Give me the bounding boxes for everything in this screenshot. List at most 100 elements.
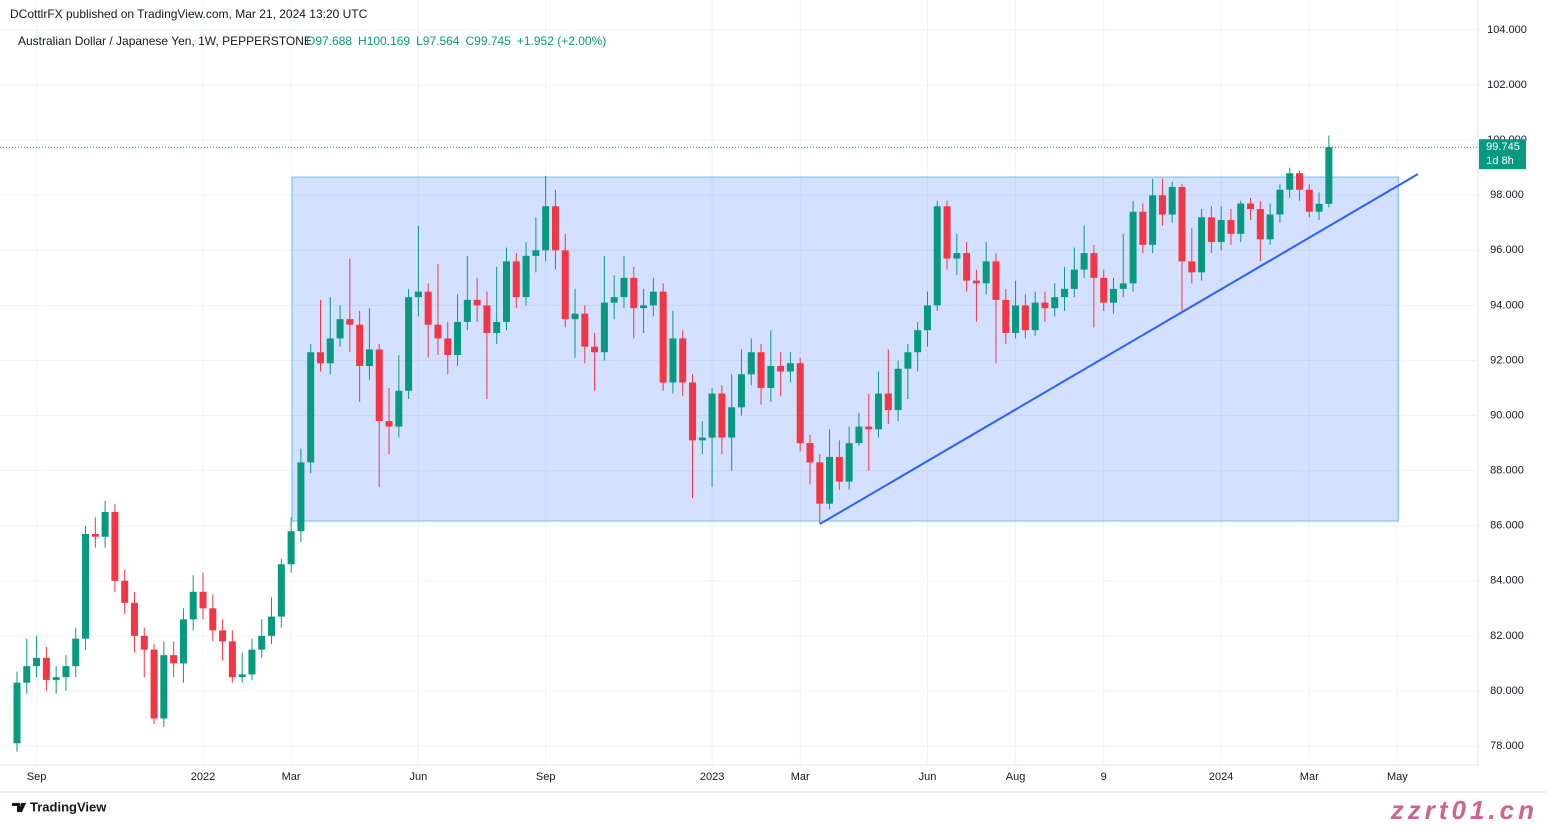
candle-body xyxy=(689,382,697,441)
candle-body xyxy=(953,253,961,259)
candle-body xyxy=(209,608,217,631)
candle-body xyxy=(806,443,814,463)
ohlc-value: +1.952 (+2.00%) xyxy=(517,34,606,48)
symbol: Australian Dollar / Japanese Yen, 1W, PE… xyxy=(18,34,312,48)
candle-body xyxy=(307,352,315,463)
candle-body xyxy=(845,443,853,482)
candle-body xyxy=(62,666,70,678)
candle-body xyxy=(972,280,980,284)
candle-body xyxy=(72,638,80,667)
candle-body xyxy=(82,533,90,639)
candle-body xyxy=(297,462,305,532)
candle-body xyxy=(1178,186,1186,262)
ohlc-value: O97.688 xyxy=(306,34,352,48)
candle-body xyxy=(1227,220,1235,234)
candle-body xyxy=(698,437,706,441)
candle-body xyxy=(640,305,648,309)
candle-body xyxy=(875,393,883,430)
candle-body xyxy=(1061,288,1069,298)
candle-body xyxy=(600,302,608,353)
x-tick-label: Jun xyxy=(919,771,937,783)
candle-body xyxy=(424,291,432,325)
candle-body xyxy=(1256,209,1264,240)
y-tick-label: 78.000 xyxy=(1490,740,1524,752)
y-tick-label: 98.000 xyxy=(1490,189,1524,201)
candle-body xyxy=(248,649,256,675)
candle-body xyxy=(561,250,569,320)
candle-body xyxy=(140,635,148,650)
candle-body xyxy=(160,655,168,719)
candle-body xyxy=(1021,305,1029,331)
candle-body xyxy=(346,319,354,325)
candle-body xyxy=(532,250,540,256)
candle-body xyxy=(238,674,246,678)
candle-body xyxy=(13,682,21,744)
candle-body xyxy=(796,363,804,444)
y-tick-label: 92.000 xyxy=(1490,354,1524,366)
candle-body xyxy=(405,297,413,391)
candle-body xyxy=(326,338,334,364)
candle-body xyxy=(434,324,442,339)
candle-body xyxy=(777,365,785,372)
x-tick-label: 9 xyxy=(1101,771,1107,783)
candle-body xyxy=(179,619,187,664)
candle-body xyxy=(1002,299,1010,333)
y-tick-label: 84.000 xyxy=(1490,575,1524,587)
x-tick-label: Jun xyxy=(410,771,428,783)
candle-body xyxy=(1295,173,1303,190)
x-tick-label: Mar xyxy=(1300,771,1319,783)
candle-body xyxy=(1266,214,1274,240)
grid xyxy=(0,0,1478,765)
candle-body xyxy=(737,374,745,408)
candle-body xyxy=(336,319,344,339)
candle-body xyxy=(1237,203,1245,234)
candle-body xyxy=(1031,302,1039,331)
candle-body xyxy=(463,299,471,322)
candle-body xyxy=(1315,203,1323,212)
candle-body xyxy=(708,393,716,438)
candle-body xyxy=(111,511,119,581)
candle-body xyxy=(718,393,726,438)
candle-body xyxy=(512,261,520,298)
candle-body xyxy=(923,305,931,331)
candle-body xyxy=(649,291,657,306)
y-tick-label: 102.000 xyxy=(1487,79,1527,91)
ohlc-value: L97.564 xyxy=(416,34,460,48)
ohlc-readout: O97.688 H100.169 L97.564 C99.745 +1.952 (+2.… xyxy=(306,34,606,48)
candle-body xyxy=(277,564,285,617)
x-tick-label: Mar xyxy=(282,771,301,783)
candle-body xyxy=(1080,253,1088,270)
candle-body xyxy=(121,580,129,603)
candle-body xyxy=(1168,186,1176,215)
price-label: 99.745 xyxy=(1486,141,1520,153)
candle-body xyxy=(767,365,775,389)
candle-body xyxy=(620,277,628,298)
y-tick-label: 86.000 xyxy=(1490,520,1524,532)
candle-body xyxy=(91,533,99,537)
candle-body xyxy=(130,602,138,636)
candle-body xyxy=(551,206,559,251)
candle-body xyxy=(1070,269,1078,289)
candle-body xyxy=(1041,302,1049,309)
candle-body xyxy=(904,352,912,369)
candle-body xyxy=(894,368,902,411)
candle-body xyxy=(1276,189,1284,215)
candle-body xyxy=(757,352,765,389)
candle-body xyxy=(52,677,60,680)
candle-body xyxy=(473,299,481,306)
candle-body xyxy=(522,255,530,298)
candle-body xyxy=(483,305,491,333)
candle-body xyxy=(914,330,922,353)
ohlc-value: C99.745 xyxy=(465,34,511,48)
candle-body xyxy=(42,657,50,680)
candle-body xyxy=(855,426,863,444)
footer-logo[interactable]: TradingView xyxy=(30,799,107,814)
candle-body xyxy=(258,635,266,650)
x-tick-label: Sep xyxy=(27,771,47,783)
ohlc-value: H100.169 xyxy=(358,34,410,48)
candle-body xyxy=(228,641,236,678)
footer-icon xyxy=(12,803,26,812)
candle-body xyxy=(610,297,618,303)
candle-body xyxy=(992,261,1000,300)
